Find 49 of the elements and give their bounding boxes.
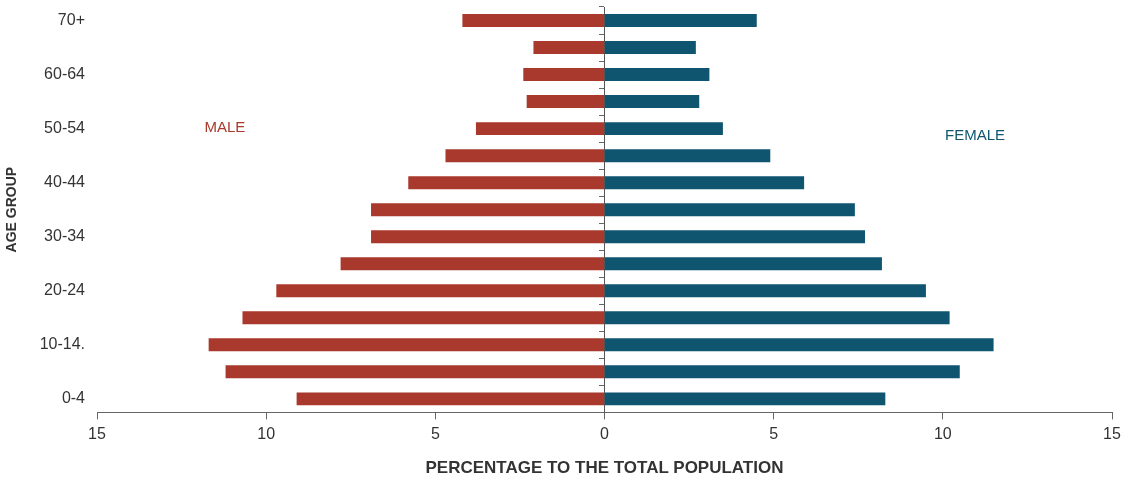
y-tick-label: 30-34	[44, 227, 86, 245]
bar	[605, 392, 886, 406]
bar	[605, 95, 700, 109]
y-tick-label: 60-64	[44, 64, 86, 82]
bar	[371, 230, 604, 244]
x-tick-label: 10	[257, 425, 276, 443]
x-axis-title: PERCENTAGE TO THE TOTAL POPULATION	[425, 458, 784, 478]
y-axis-title: AGE GROUP	[3, 166, 20, 253]
bar	[605, 311, 950, 325]
bar	[533, 41, 604, 55]
bar	[225, 365, 604, 379]
bar	[371, 203, 604, 217]
bar	[605, 365, 960, 379]
x-tick-label: 15	[1103, 425, 1121, 443]
bar	[605, 41, 696, 55]
bar	[526, 95, 604, 109]
y-tick-label: 40-44	[44, 173, 86, 191]
bar	[523, 68, 604, 82]
bar	[605, 284, 926, 298]
x-tick-label: 10	[933, 425, 952, 443]
bar	[605, 338, 994, 352]
x-tick-label: 15	[88, 425, 106, 443]
bar	[242, 311, 604, 325]
y-tick-label: 50-54	[44, 119, 86, 137]
bar	[276, 284, 604, 298]
x-tick-label: 5	[430, 425, 440, 443]
bar	[605, 257, 882, 271]
y-tick-label: 70+	[57, 10, 85, 28]
bar	[340, 257, 604, 271]
bar	[605, 176, 805, 190]
text: FEMALE	[944, 126, 1005, 144]
bar	[605, 68, 710, 82]
bar	[445, 149, 604, 163]
y-tick-label: 20-24	[44, 281, 86, 299]
bar	[605, 14, 757, 27]
text: MALE	[204, 117, 246, 135]
bar	[408, 176, 604, 190]
bar	[605, 203, 855, 217]
bar	[462, 14, 604, 27]
bar	[208, 338, 604, 352]
x-tick-label: 5	[769, 425, 779, 443]
y-tick-label: 10-14.	[39, 335, 85, 353]
bar	[605, 149, 771, 163]
y-tick-label: 0-4	[61, 389, 86, 407]
bar	[475, 122, 604, 136]
bar	[296, 392, 604, 406]
bar	[605, 230, 866, 244]
bar	[605, 122, 723, 136]
x-tick-label: 0	[600, 425, 610, 443]
